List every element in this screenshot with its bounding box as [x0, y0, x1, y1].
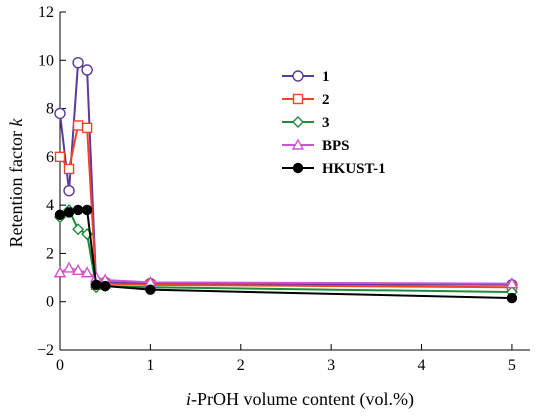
data-point — [72, 204, 84, 216]
data-point — [81, 122, 93, 134]
x-tick-label: 5 — [508, 357, 516, 374]
series-line — [59, 266, 512, 285]
legend-label: BPS — [322, 138, 350, 154]
series-line — [59, 208, 512, 294]
y-tick-label: 0 — [46, 294, 54, 311]
x-tick-label: 4 — [418, 357, 426, 374]
y-tick-label: 6 — [46, 149, 54, 166]
data-point — [506, 292, 518, 304]
legend-item: 2 — [282, 92, 330, 108]
x-axis-label: i-PrOH volume content (vol.%) — [186, 389, 414, 410]
x-tick-label: 2 — [237, 357, 245, 374]
legend-swatch-marker — [292, 162, 304, 174]
legend-label: 3 — [322, 115, 330, 131]
data-point — [145, 284, 156, 295]
data-point — [81, 64, 93, 76]
data-point — [62, 261, 76, 273]
legend-label: 1 — [322, 69, 330, 85]
data-point — [63, 184, 75, 197]
x-tick-label: 1 — [146, 357, 154, 374]
data-point — [90, 279, 102, 291]
series-2 — [54, 120, 518, 293]
legend-swatch-marker — [292, 116, 304, 128]
data-point — [63, 207, 75, 218]
y-axis-label: Retention factor k — [6, 118, 26, 248]
legend-item: BPS — [282, 138, 350, 154]
data-point — [54, 151, 66, 163]
data-point — [505, 277, 519, 289]
data-point — [53, 266, 67, 278]
y-tick-label: 8 — [46, 101, 54, 118]
legend-item: HKUST-1 — [282, 161, 386, 177]
legend-item: 3 — [282, 115, 330, 131]
x-tick-label: 3 — [327, 357, 335, 374]
data-point — [99, 280, 111, 292]
data-point — [80, 266, 94, 278]
legend-swatch-marker — [292, 70, 304, 82]
legend-swatch-marker — [291, 138, 305, 150]
data-point — [71, 263, 85, 276]
data-point — [72, 120, 84, 131]
y-tick-label: 4 — [46, 197, 54, 214]
series-1 — [54, 57, 518, 291]
x-tick-label: 0 — [56, 357, 64, 374]
y-tick-label: 2 — [46, 245, 54, 262]
axes — [59, 11, 530, 351]
data-point — [63, 163, 75, 175]
data-point — [54, 209, 66, 221]
data-point — [54, 107, 66, 120]
data-point — [72, 57, 84, 69]
data-point — [72, 223, 85, 236]
y-tick-label: 10 — [38, 52, 54, 69]
legend: 1 2 3 BPS HKUST-1 — [282, 69, 386, 177]
series-hkust-1 — [54, 204, 518, 304]
legend-item: 1 — [282, 69, 330, 85]
series-line — [59, 124, 512, 289]
data-point — [81, 204, 93, 216]
legend-swatch-marker — [292, 93, 304, 105]
series-group — [53, 57, 519, 304]
y-tick-label: 12 — [38, 4, 54, 21]
legend-label: 2 — [322, 92, 330, 108]
y-tick-label: −2 — [37, 342, 54, 359]
series-line — [59, 61, 512, 286]
legend-label: HKUST-1 — [322, 161, 386, 177]
